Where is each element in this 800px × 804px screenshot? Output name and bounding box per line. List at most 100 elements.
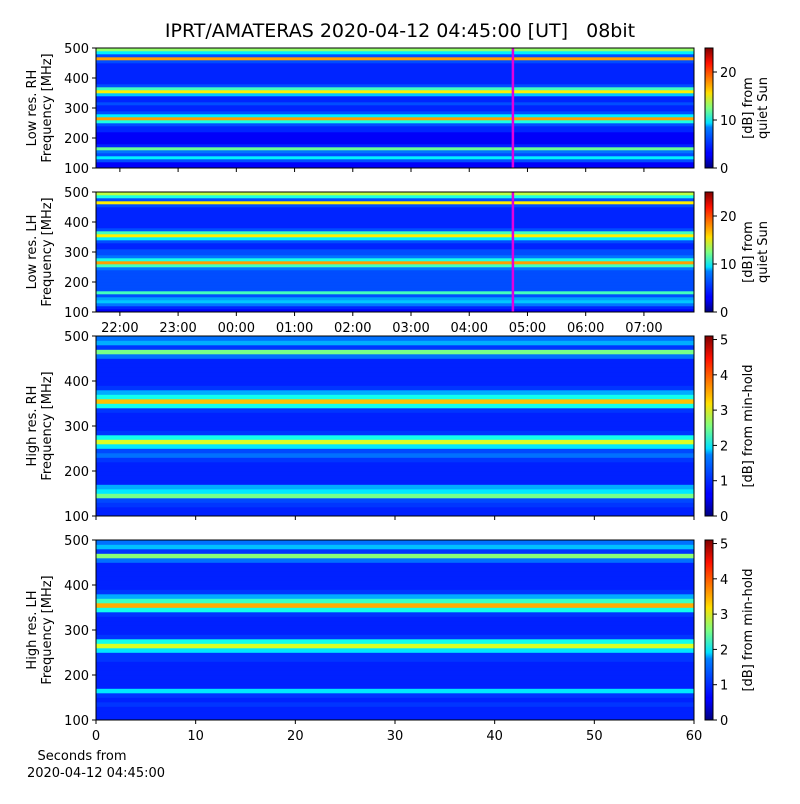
x-tick-label: 23:00 — [159, 321, 196, 336]
colorbar-label: quiet Sun — [756, 77, 771, 139]
heat-cell — [96, 195, 694, 199]
x-axis-label: 2020-04-12 04:45:00 — [27, 766, 165, 781]
heat-cell — [96, 306, 694, 310]
heat-cell — [96, 117, 694, 121]
heat-cell — [96, 471, 694, 476]
y-axis-label: Frequency [MHz] — [40, 575, 55, 684]
heat-cell — [96, 549, 694, 554]
heat-cell — [96, 616, 694, 622]
y-axis-label: High res. RH — [25, 386, 40, 467]
heat-cell — [96, 372, 694, 377]
heat-cell — [96, 165, 694, 169]
heat-cell — [96, 135, 694, 139]
y-tick-label: 100 — [64, 714, 89, 729]
y-tick-label: 400 — [64, 216, 89, 231]
y-tick-label: 300 — [64, 420, 89, 435]
heat-cell — [96, 63, 694, 67]
heat-cell — [96, 72, 694, 76]
heat-cell — [96, 249, 694, 253]
heat-cell — [96, 261, 694, 265]
heat-cell — [96, 102, 694, 106]
heat-cell — [96, 90, 694, 94]
y-tick-label: 200 — [64, 465, 89, 480]
y-axis-label: Low res. RH — [25, 70, 40, 147]
y-tick-label: 100 — [64, 510, 89, 525]
heat-cell — [96, 408, 694, 413]
heat-cell — [96, 276, 694, 280]
colorbar — [704, 191, 714, 313]
heat-cell — [96, 585, 694, 590]
heat-cell — [96, 96, 694, 100]
y-tick-label: 100 — [64, 306, 89, 321]
heat-cell — [96, 291, 694, 295]
heat-cell — [96, 234, 694, 238]
heat-cell — [96, 192, 694, 196]
heat-cell — [96, 607, 694, 613]
heat-cell — [96, 489, 694, 494]
heat-cell — [96, 273, 694, 277]
heat-cell — [96, 75, 694, 79]
heat-cell — [96, 252, 694, 256]
heat-cell — [96, 661, 694, 667]
heat-cell — [96, 51, 694, 55]
colorbar-label: [dB] from min-hold — [741, 568, 756, 691]
heat-cell — [96, 246, 694, 250]
y-tick-label: 500 — [64, 42, 89, 57]
heat-cell — [96, 430, 694, 436]
colorbar-label: quiet Sun — [756, 221, 771, 283]
heat-cell — [96, 297, 694, 301]
heat-cell — [96, 679, 694, 685]
heat-cell — [96, 621, 694, 626]
heat-cell — [96, 231, 694, 235]
heat-cell — [96, 57, 694, 61]
heat-cell — [96, 697, 694, 703]
colorbar-tick-label: 10 — [720, 114, 737, 129]
heat-cell — [96, 150, 694, 154]
heat-cell — [96, 216, 694, 220]
heat-cell — [96, 453, 694, 458]
heat-cell — [96, 141, 694, 145]
heat-cell — [96, 363, 694, 368]
heat-cell — [96, 417, 694, 422]
heat-cell — [96, 675, 694, 680]
heat-cell — [96, 507, 694, 512]
heat-cell — [96, 589, 694, 595]
heat-cell — [96, 147, 694, 151]
heat-cell — [96, 657, 694, 662]
heat-cell — [96, 237, 694, 241]
x-tick-label: 03:00 — [392, 321, 429, 336]
x-tick-label: 01:00 — [276, 321, 313, 336]
x-tick-label: 60 — [686, 729, 703, 744]
heat-cell — [96, 571, 694, 577]
colorbar-tick-label: 5 — [720, 538, 728, 553]
heat-cell — [96, 381, 694, 386]
heat-cell — [96, 258, 694, 262]
heat-cell — [96, 553, 694, 559]
y-tick-label: 200 — [64, 132, 89, 147]
heat-cell — [96, 84, 694, 88]
colorbar — [704, 539, 714, 721]
y-tick-label: 300 — [64, 246, 89, 261]
heat-cell — [96, 670, 694, 676]
heat-cell — [96, 294, 694, 298]
heat-cell — [96, 198, 694, 202]
heat-cell — [96, 684, 694, 689]
colorbar — [704, 47, 714, 169]
heat-cell — [96, 598, 694, 604]
heat-cell — [96, 123, 694, 127]
heat-cell — [96, 540, 694, 545]
heat-cell — [96, 693, 694, 698]
colorbar-tick-label: 3 — [720, 608, 728, 623]
heat-cell — [96, 66, 694, 70]
y-tick-label: 400 — [64, 579, 89, 594]
colorbar-label: [dB] from — [741, 221, 756, 283]
heat-cell — [96, 240, 694, 244]
colorbar-tick-label: 0 — [720, 162, 728, 177]
heat-cell — [96, 394, 694, 400]
heat-cell — [96, 105, 694, 109]
heat-cell — [96, 630, 694, 635]
heat-cell — [96, 643, 694, 649]
heat-cell — [96, 78, 694, 82]
heat-cell — [96, 354, 694, 359]
heat-cell — [96, 204, 694, 208]
